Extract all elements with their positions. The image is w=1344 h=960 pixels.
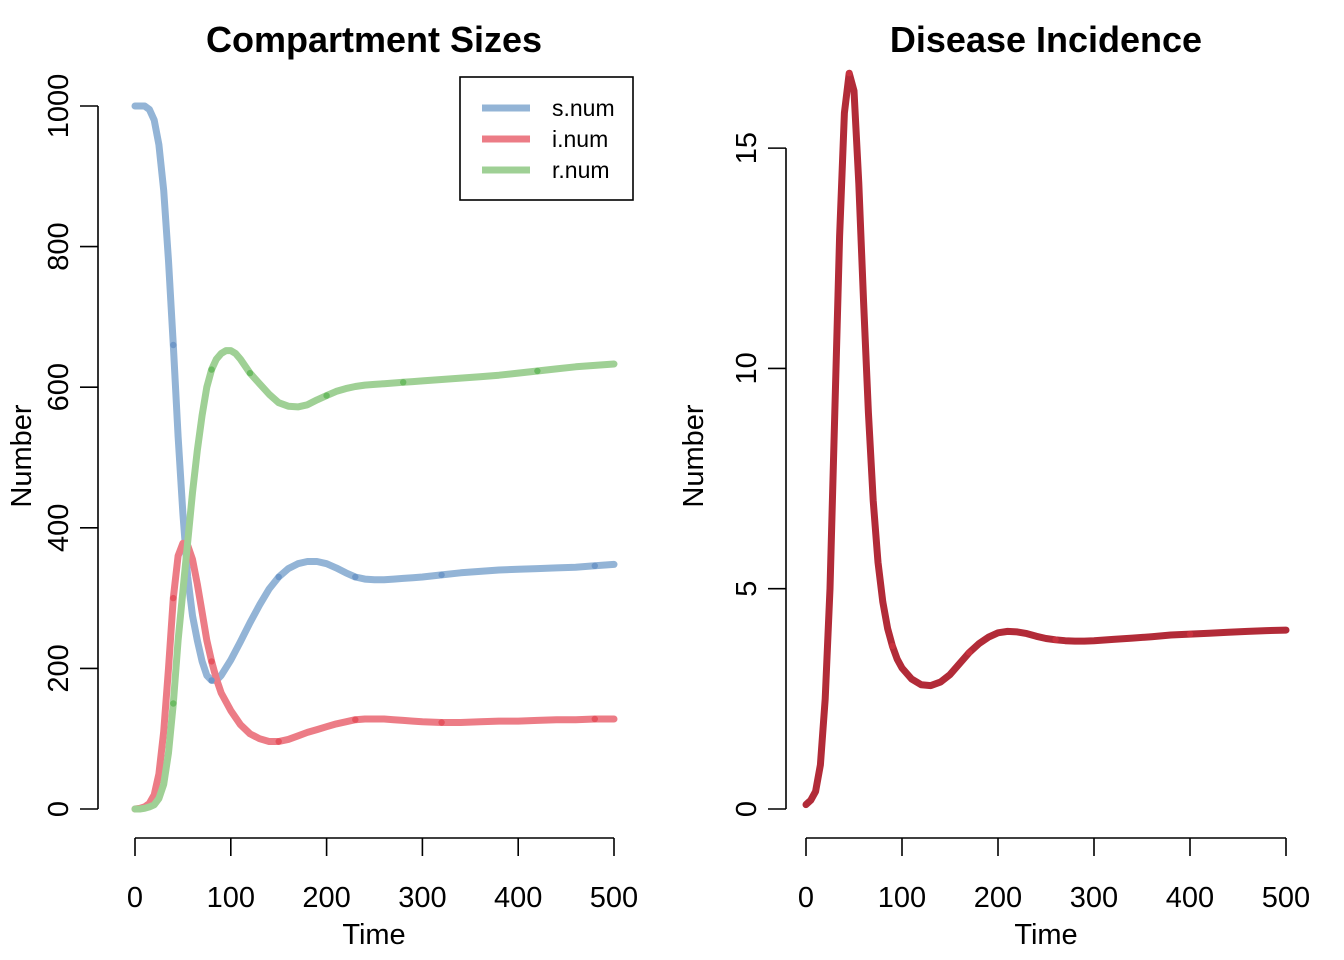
x-tick-label: 500 [1262,882,1310,914]
x-tick-label: 200 [302,882,350,914]
legend-label-i-num: i.num [552,126,608,152]
data-point-i-num [208,658,215,665]
x-tick-label: 100 [878,882,926,914]
data-point-series-0 [889,642,896,650]
x-axis-label: Time [1014,919,1077,951]
data-point-s-num [170,341,177,349]
y-tick-label: 200 [43,644,75,692]
series-lines [131,102,618,813]
y-tick-label: 15 [731,132,763,164]
x-tick-label: 200 [974,882,1022,914]
data-point-s-num [438,571,445,579]
data-point-r-num [208,366,215,373]
data-point-i-num [591,715,598,723]
series-line-series-0 [802,69,1290,809]
x-tick-label: 400 [494,882,542,914]
disease-incidence-panel: Disease Incidence Time Number 0 100 200 300… [678,19,1310,951]
chart-title: Compartment Sizes [206,19,542,60]
data-point-s-num [352,573,359,581]
y-tick-label: 5 [731,581,763,597]
y-tick-label: 0 [731,801,763,817]
x-tick-label: 300 [1070,882,1118,914]
data-point-s-num [275,573,282,581]
x-tick-label: 100 [207,882,255,914]
x-tick-label: 0 [798,882,814,914]
y-tick-label: 1000 [43,74,75,139]
data-point-series-0 [1052,636,1059,643]
legend: s.num i.num r.num [459,76,634,201]
data-point-r-num [246,369,254,377]
y-axis-label: Number [678,404,710,507]
legend-label-r-num: r.num [552,157,610,183]
data-point-s-num [208,677,215,684]
data-point-i-num [275,738,282,745]
series-line-r-num [131,347,618,813]
data-point-r-num [400,379,407,386]
data-point-r-num [170,700,177,707]
data-point-r-num [323,392,330,399]
data-point-i-num [352,716,359,723]
data-point-series-0 [966,649,973,656]
axes: 0 100 200 300 400 500 0 5 10 15 [731,132,1310,914]
compartment-sizes-panel: Compartment Sizes Time Number 0 100 200 300… [6,19,638,951]
data-point-i-num [170,594,177,602]
y-axis-label: Number [6,404,38,507]
series-lines [802,69,1290,809]
x-axis-label: Time [342,919,405,951]
y-tick-label: 800 [43,222,75,270]
series-line-i-num [131,539,618,813]
data-point-s-num [591,562,598,569]
data-point-series-0 [1186,630,1194,638]
x-tick-label: 400 [1166,882,1214,914]
axes: 0 100 200 300 400 500 0 200 400 600 800 1000 [43,74,638,914]
x-tick-label: 0 [127,882,143,914]
series-line-s-num [131,102,618,684]
data-point-i-num [438,719,445,726]
x-tick-label: 300 [398,882,446,914]
chart-title: Disease Incidence [890,19,1202,60]
y-tick-label: 600 [43,363,75,411]
y-tick-label: 400 [43,504,75,552]
x-tick-label: 500 [590,882,638,914]
data-point-r-num [534,367,541,375]
legend-label-s-num: s.num [552,95,615,121]
data-point-series-0 [846,70,853,77]
y-tick-label: 10 [731,352,763,384]
y-tick-label: 0 [43,801,75,817]
